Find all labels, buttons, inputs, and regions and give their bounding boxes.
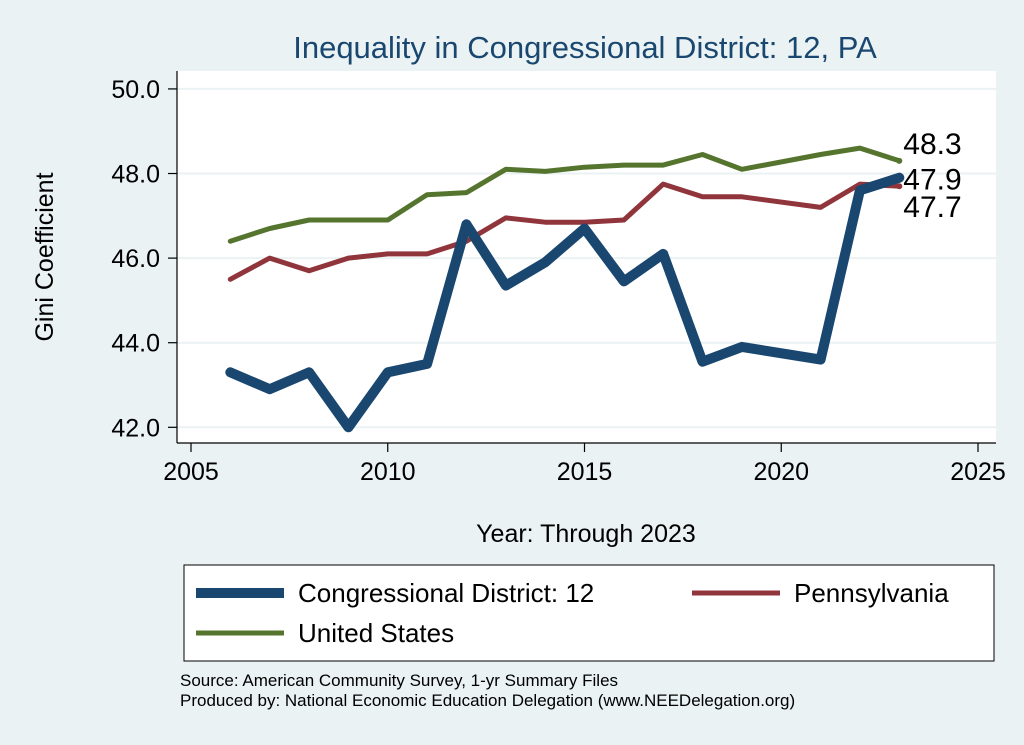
end-point-district xyxy=(896,174,903,181)
legend-label-district: Congressional District: 12 xyxy=(298,578,594,608)
end-label-district: 47.9 xyxy=(903,164,961,197)
y-axis-ticks: 42.0 44.0 46.0 48.0 50.0 xyxy=(111,76,177,442)
series-lines xyxy=(225,145,905,433)
source-note: Source: American Community Survey, 1-yr … xyxy=(180,671,618,690)
end-labels: 47.947.7 48.3 xyxy=(903,128,961,224)
y-tick-label: 46.0 xyxy=(111,245,160,273)
end-label-us: 48.3 xyxy=(903,128,961,161)
x-tick-label: 2005 xyxy=(163,458,219,486)
x-axis-title: Year: Through 2023 xyxy=(476,520,696,548)
x-tick-label: 2020 xyxy=(753,458,809,486)
x-tick-label: 2010 xyxy=(360,458,416,486)
gridlines xyxy=(177,87,996,429)
legend-label-us: United States xyxy=(298,618,454,648)
series-line-district xyxy=(225,172,905,433)
y-tick-label: 42.0 xyxy=(111,414,160,442)
end-label-pennsylvania: 47.7 xyxy=(903,191,961,224)
end-point-us xyxy=(896,157,903,164)
end-point-pennsylvania xyxy=(896,183,903,190)
y-tick-label: 44.0 xyxy=(111,330,160,358)
legend: Congressional District: 12 Pennsylvania … xyxy=(183,564,995,662)
x-tick-label: 2015 xyxy=(557,458,613,486)
legend-box xyxy=(183,564,995,662)
y-tick-label: 48.0 xyxy=(111,161,160,189)
plot-area xyxy=(177,71,996,443)
x-axis-ticks: 2005 2010 2015 2020 2025 xyxy=(163,443,1006,486)
y-axis-title: Gini Coefficient xyxy=(31,172,59,341)
series-line-pennsylvania xyxy=(227,181,902,282)
y-tick-label: 50.0 xyxy=(111,76,160,104)
producer-note: Produced by: National Economic Education… xyxy=(180,691,795,710)
chart-title: Inequality in Congressional District: 12… xyxy=(293,30,877,65)
series-line-us xyxy=(227,145,902,244)
x-tick-label: 2025 xyxy=(950,458,1006,486)
legend-label-pennsylvania: Pennsylvania xyxy=(794,578,949,608)
